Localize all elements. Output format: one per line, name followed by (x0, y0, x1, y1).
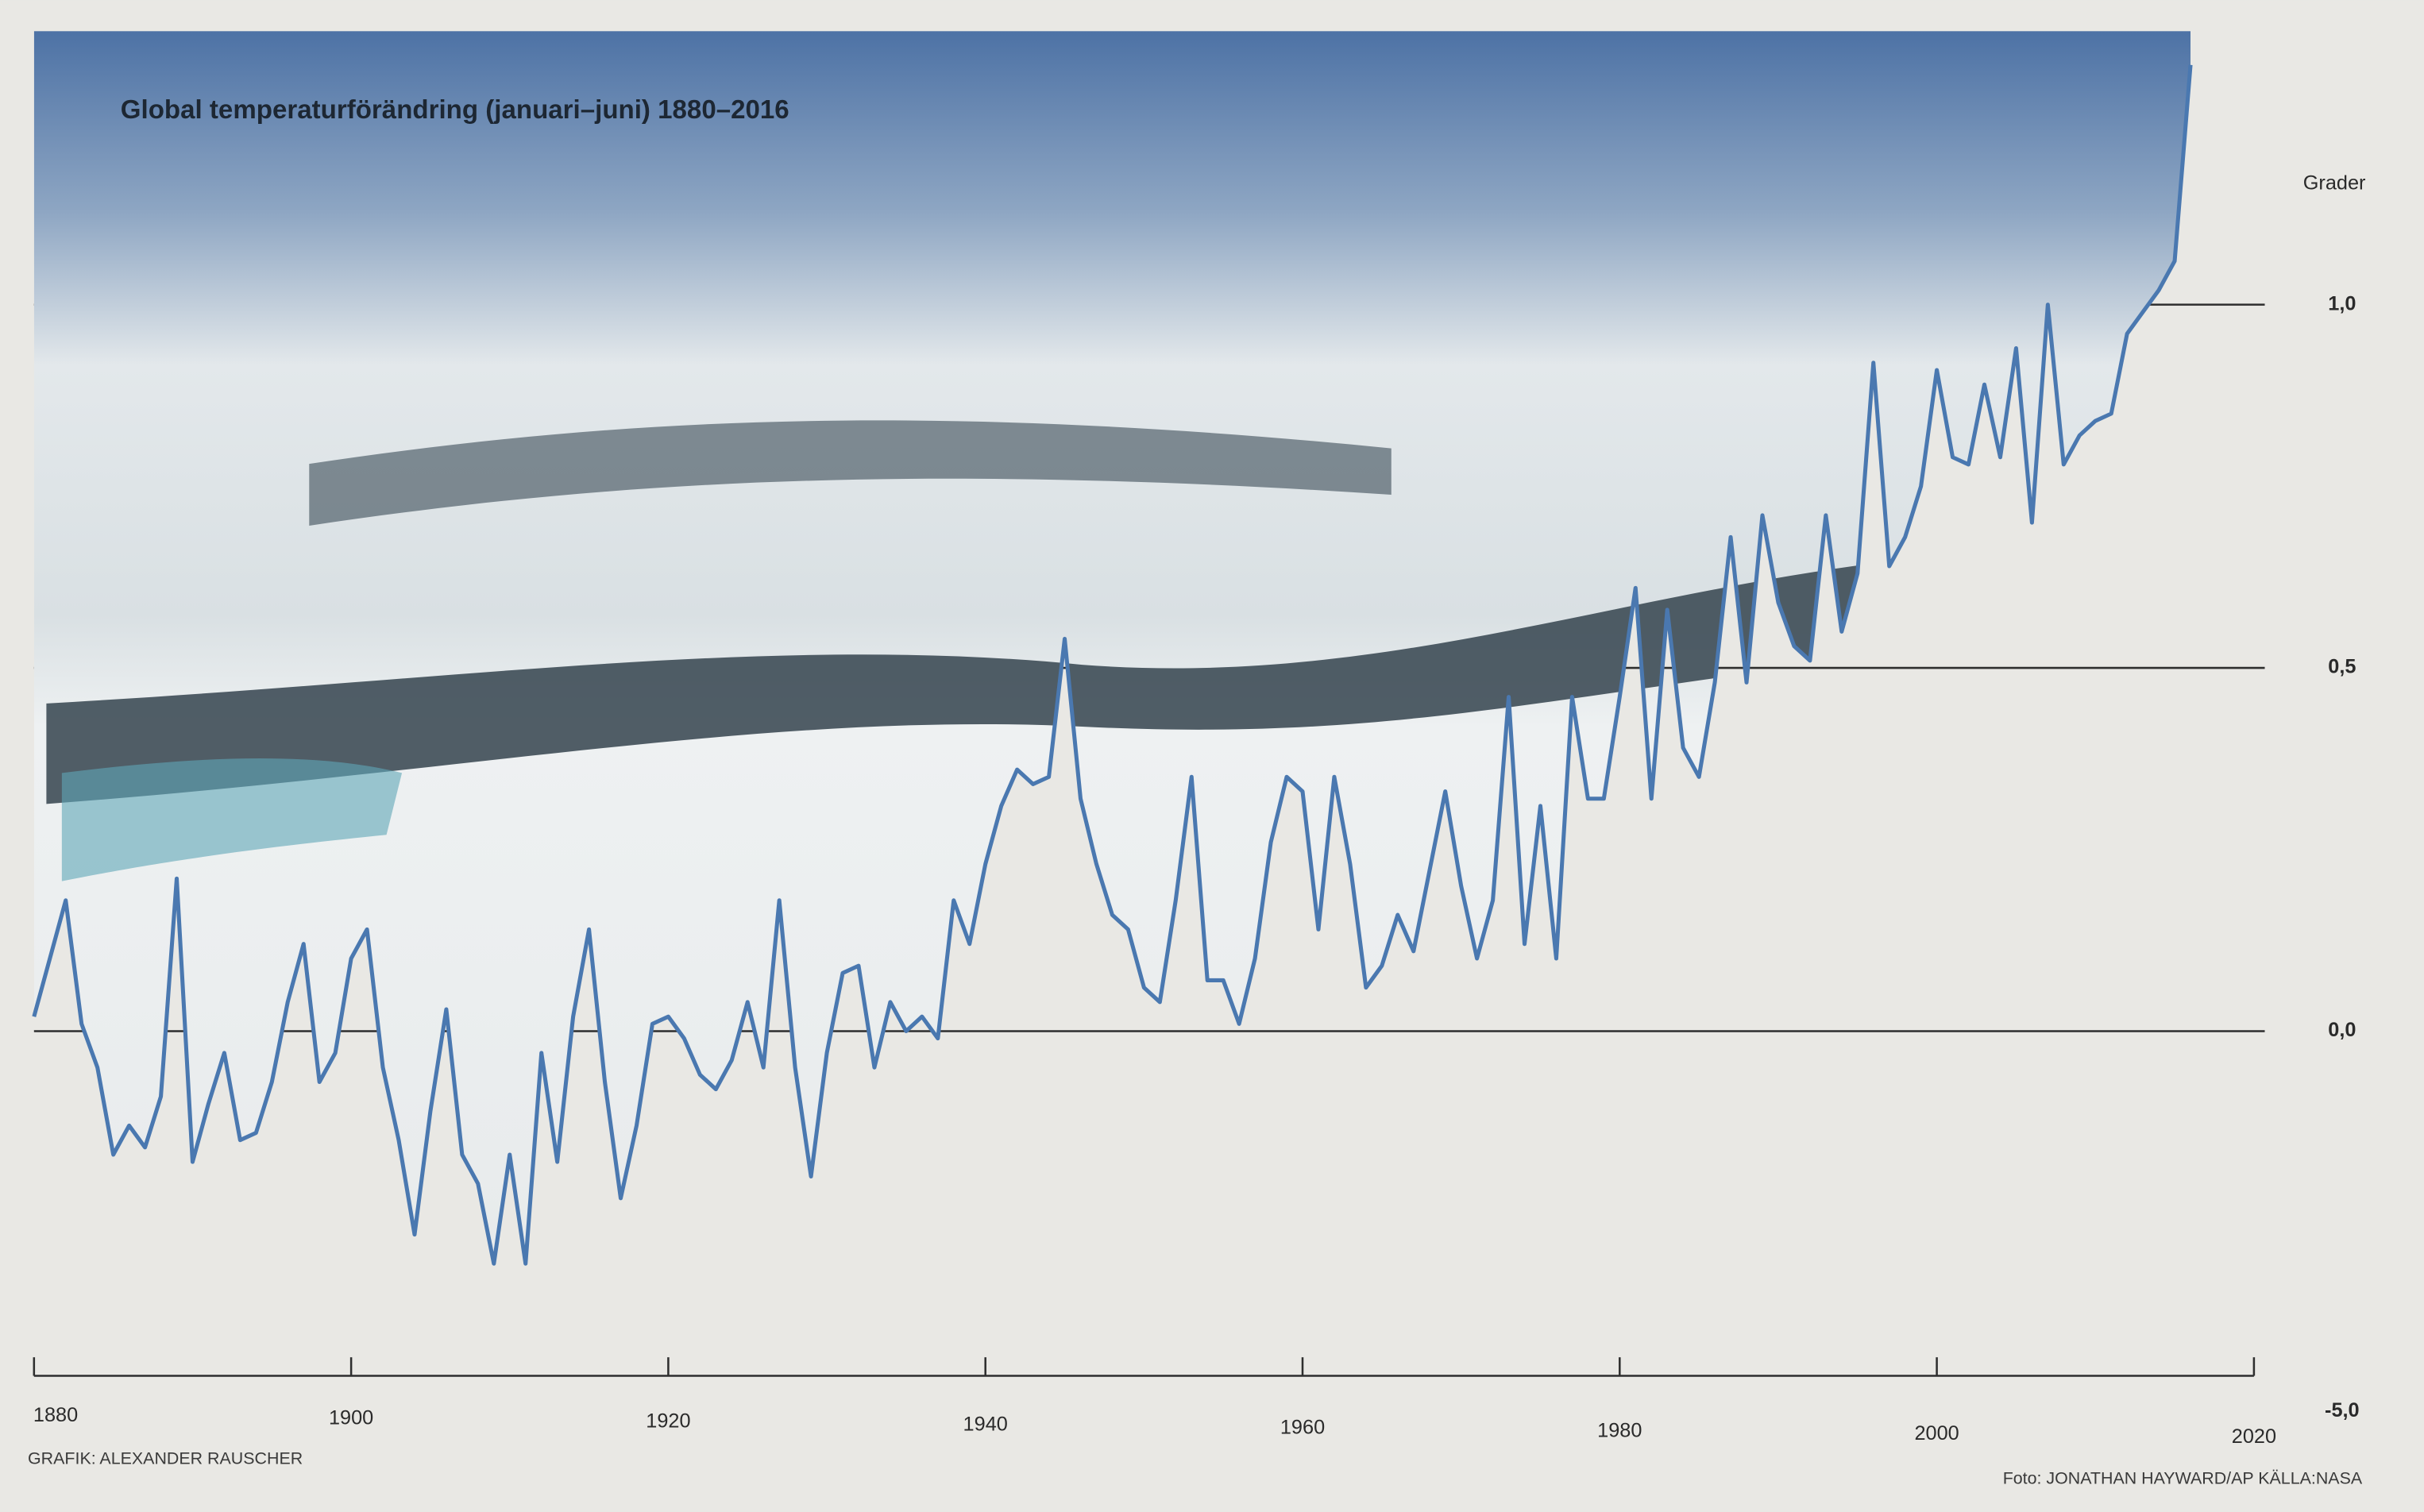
y-tick-label: 1,0 (2328, 292, 2356, 314)
x-tick-label: 1920 (646, 1410, 690, 1433)
x-tick-label: 2020 (2232, 1425, 2276, 1448)
x-tick-label: 1880 (33, 1404, 78, 1426)
y-tick-label: 0,5 (2328, 656, 2356, 678)
x-tick-label: 1940 (963, 1413, 1008, 1435)
chart-title: Global temperaturförändring (januari–jun… (121, 95, 789, 125)
temperature-line (32, 64, 2193, 1266)
source: Foto: JONATHAN HAYWARD/AP KÄLLA:NASA (2003, 1469, 2363, 1488)
x-tick-label: 1900 (329, 1407, 373, 1429)
y-axis-label: Grader (2303, 172, 2366, 195)
y-tick-label: -5,0 (2325, 1399, 2360, 1421)
x-tick-label: 2000 (1914, 1422, 1959, 1444)
photo-water (46, 556, 1933, 804)
photo-water (309, 420, 1391, 526)
y-tick-label: 0,0 (2328, 1019, 2356, 1041)
credit: GRAFIK: ALEXANDER RAUSCHER (28, 1448, 303, 1468)
x-tick-label: 1980 (1597, 1419, 1642, 1441)
photo-pool (61, 758, 403, 881)
x-tick-label: 1960 (1280, 1416, 1325, 1438)
